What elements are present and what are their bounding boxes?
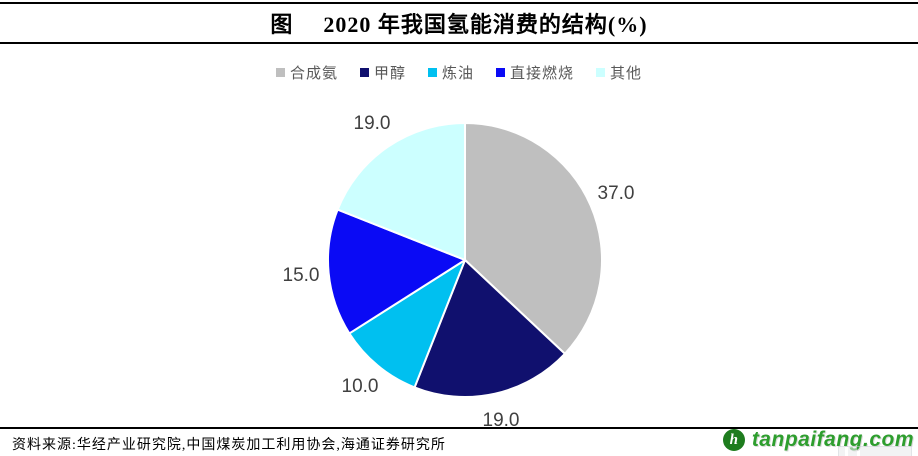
chart-legend: 合成氨 甲醇 炼油 直接燃烧 其他 [0, 62, 918, 83]
legend-item-3: 炼油 [427, 62, 474, 83]
legend-swatch-icon [359, 68, 369, 77]
legend-label: 炼油 [441, 66, 474, 82]
tanpaifang-logo-icon: h [722, 429, 745, 451]
pie-value-label: 19.0 [482, 410, 520, 431]
legend-swatch-icon [427, 68, 437, 77]
watermark-site-text: tanpaifang.com [751, 428, 914, 451]
title-divider-rule [0, 42, 918, 44]
legend-item-1: 合成氨 [275, 62, 338, 83]
pie-value-label: 10.0 [341, 376, 379, 397]
pie-value-label: 37.0 [597, 183, 635, 204]
top-rule [0, 2, 918, 4]
chart-title: 图 2020 年我国氢能消费的结构(%) [0, 7, 918, 39]
source-note: 资料来源:华经产业研究院,中国煤炭加工利用协会,海通证券研究所 [12, 438, 446, 453]
legend-item-5: 其他 [596, 62, 642, 83]
legend-label: 其他 [610, 66, 643, 82]
chart-title-prefix: 图 [270, 12, 294, 37]
pie-slice-1 [464, 122, 603, 355]
chart-title-main: 2020 年我国氢能消费的结构(%) [323, 12, 648, 37]
legend-item-2: 甲醇 [359, 62, 406, 83]
watermark: h tanpaifang.com [722, 426, 914, 456]
legend-label: 直接燃烧 [510, 66, 575, 82]
legend-swatch-icon [596, 68, 606, 77]
legend-swatch-icon [496, 68, 505, 77]
faint-watermark-artifact [838, 446, 912, 456]
legend-label: 甲醇 [373, 66, 406, 82]
pie-slice-5 [336, 122, 466, 261]
pie-value-label: 19.0 [353, 113, 391, 134]
pie-slice-3 [348, 259, 466, 389]
pie-slice-4 [327, 208, 466, 335]
legend-item-4: 直接燃烧 [496, 62, 574, 83]
footer-divider-rule [0, 427, 918, 429]
legend-swatch-icon [275, 68, 285, 77]
legend-label: 合成氨 [289, 66, 338, 82]
pie-value-label: 15.0 [282, 265, 320, 286]
